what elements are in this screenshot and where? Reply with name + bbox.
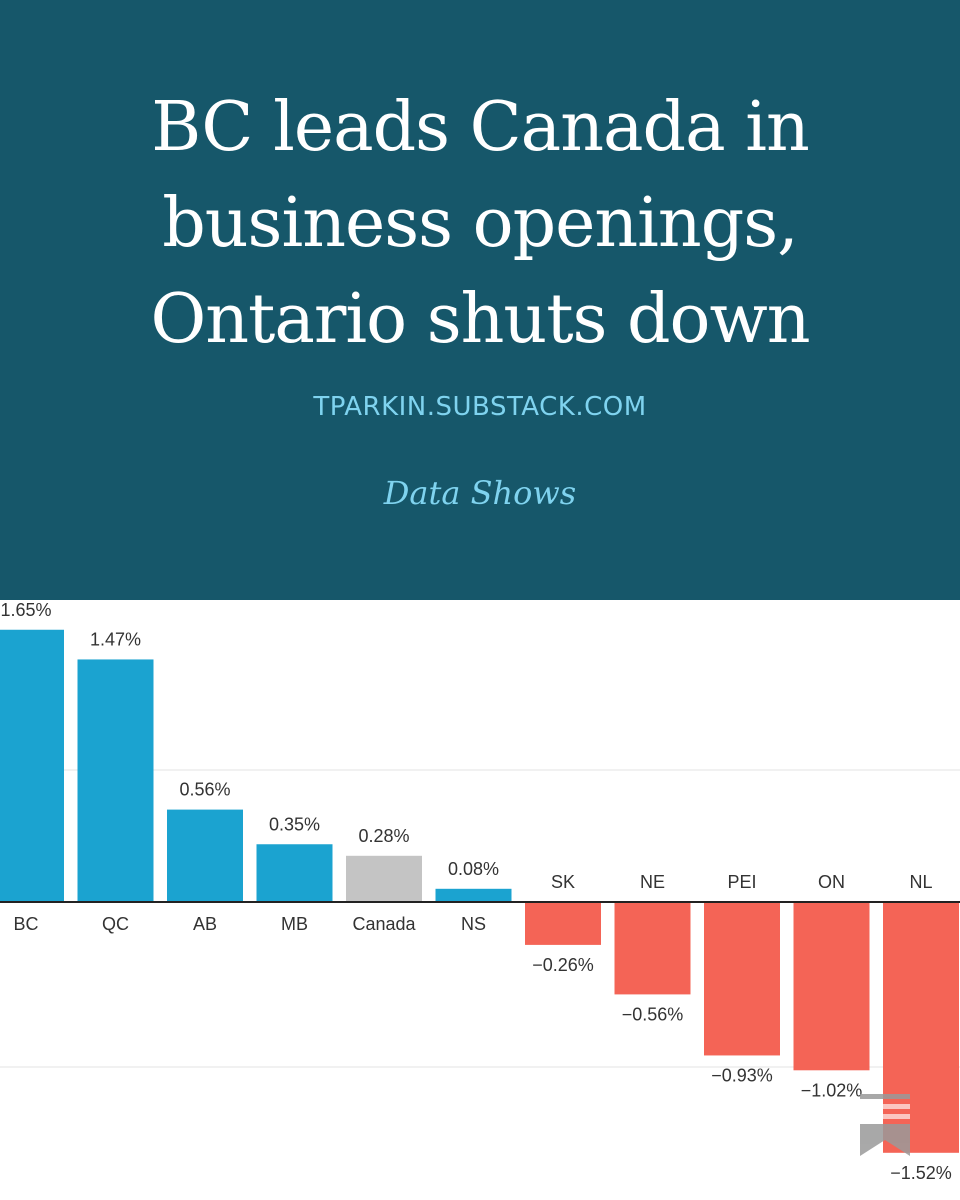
bookmark-stripe — [860, 1094, 910, 1099]
bar-chart: 1.65% BC 1.47% QC 0.56% AB 0.35% MB 0.28% Canada 0… — [0, 600, 960, 1183]
bar-bc — [0, 629, 64, 902]
bar-canada — [346, 855, 422, 902]
bar-layer — [0, 629, 959, 1153]
bar-ne — [614, 902, 691, 995]
substack-bookmark-icon — [860, 1094, 910, 1156]
title-line-3: Ontario shuts down — [150, 280, 810, 359]
value-label-sk: −0.26% — [532, 955, 594, 975]
category-label-ns: NS — [461, 914, 486, 934]
title-line-1: BC leads Canada in — [151, 88, 810, 167]
label-layer: 1.65% BC 1.47% QC 0.56% AB 0.35% MB 0.28% Canada 0… — [0, 600, 951, 1183]
bookmark-body — [860, 1124, 910, 1156]
category-label-mb: MB — [281, 914, 308, 934]
value-label-nl: −1.52% — [890, 1163, 952, 1183]
category-label-ab: AB — [193, 914, 217, 934]
bookmark-stripe — [860, 1114, 910, 1119]
value-label-on: −1.02% — [801, 1080, 863, 1100]
bar-nl — [883, 902, 959, 1153]
category-label-qc: QC — [102, 914, 129, 934]
value-label-canada: 0.28% — [358, 826, 409, 846]
bar-qc — [77, 659, 154, 902]
category-label-pei: PEI — [727, 872, 756, 892]
tagline: Data Shows — [383, 474, 577, 512]
category-label-on: ON — [818, 872, 845, 892]
category-label-canada: Canada — [352, 914, 416, 934]
value-label-qc: 1.47% — [90, 629, 141, 649]
bar-pei — [704, 902, 780, 1056]
value-label-mb: 0.35% — [269, 814, 320, 834]
page-title: BC leads Canada in business openings, On… — [0, 80, 960, 368]
header-banner: BC leads Canada in business openings, On… — [0, 0, 960, 600]
category-label-bc: BC — [13, 914, 38, 934]
value-label-pei: −0.93% — [711, 1065, 773, 1085]
category-label-ne: NE — [640, 872, 665, 892]
bar-ab — [167, 809, 243, 902]
value-label-bc: 1.65% — [0, 600, 51, 620]
bar-on — [793, 902, 870, 1071]
value-label-ns: 0.08% — [448, 859, 499, 879]
value-label-ab: 0.56% — [179, 780, 230, 800]
bar-ns — [435, 888, 512, 902]
bookmark-stripe — [860, 1104, 910, 1109]
value-label-ne: −0.56% — [622, 1004, 684, 1024]
title-line-2: business openings, — [162, 184, 799, 263]
category-label-sk: SK — [551, 872, 575, 892]
bar-mb — [256, 844, 333, 902]
category-label-nl: NL — [909, 872, 932, 892]
bar-sk — [525, 902, 601, 945]
site-url[interactable]: TPARKIN.SUBSTACK.COM — [313, 392, 647, 422]
